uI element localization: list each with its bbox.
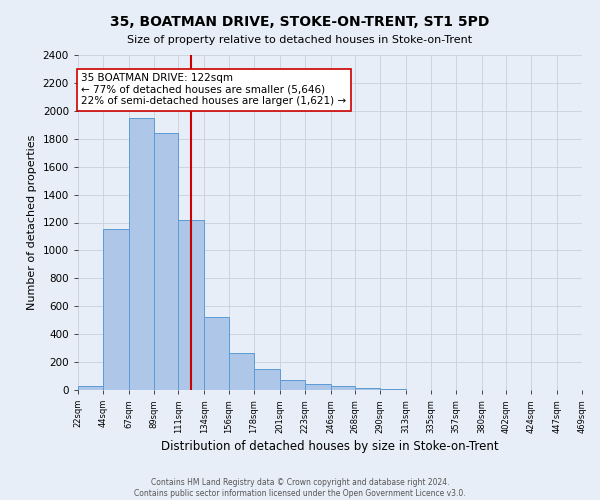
Text: 35, BOATMAN DRIVE, STOKE-ON-TRENT, ST1 5PD: 35, BOATMAN DRIVE, STOKE-ON-TRENT, ST1 5…	[110, 15, 490, 29]
Text: 35 BOATMAN DRIVE: 122sqm
← 77% of detached houses are smaller (5,646)
22% of sem: 35 BOATMAN DRIVE: 122sqm ← 77% of detach…	[82, 73, 347, 106]
Bar	[254, 369, 280, 390]
Y-axis label: Number of detached properties: Number of detached properties	[27, 135, 37, 310]
Bar	[280, 380, 305, 390]
Bar	[229, 353, 254, 390]
Bar	[154, 133, 178, 390]
Bar	[178, 220, 204, 390]
Bar	[331, 386, 355, 390]
Text: Size of property relative to detached houses in Stoke-on-Trent: Size of property relative to detached ho…	[127, 35, 473, 45]
Bar	[129, 118, 154, 390]
Bar	[355, 388, 380, 390]
Text: Contains HM Land Registry data © Crown copyright and database right 2024.
Contai: Contains HM Land Registry data © Crown c…	[134, 478, 466, 498]
X-axis label: Distribution of detached houses by size in Stoke-on-Trent: Distribution of detached houses by size …	[161, 440, 499, 453]
Bar	[305, 384, 331, 390]
Bar	[204, 318, 229, 390]
Bar	[78, 386, 103, 390]
Bar	[103, 230, 129, 390]
Bar	[380, 389, 406, 390]
